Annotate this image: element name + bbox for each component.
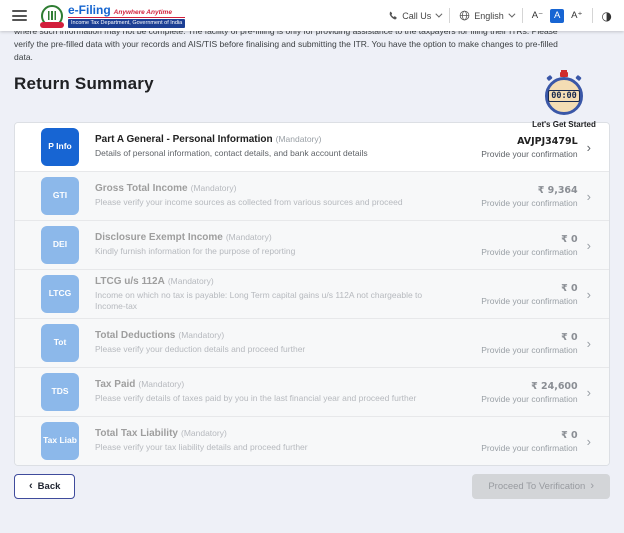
chevron-right-icon: › bbox=[590, 480, 594, 492]
main-content: where such information may not be comple… bbox=[0, 31, 624, 533]
confirmation-label: Provide your confirmation bbox=[481, 393, 578, 404]
confirmation-label: Provide your confirmation bbox=[481, 148, 578, 159]
section-row-total-tax-liability[interactable]: Tax Liab Total Tax Liability (Mandatory) … bbox=[15, 417, 609, 465]
section-description: Please verify details of taxes paid by y… bbox=[95, 393, 417, 404]
section-title: Tax Paid bbox=[95, 379, 136, 391]
section-description: Please verify your tax liability details… bbox=[95, 442, 308, 453]
section-value: ₹ 24,600 bbox=[531, 380, 578, 392]
globe-icon bbox=[459, 10, 470, 21]
phone-icon bbox=[389, 11, 397, 19]
national-emblem-icon bbox=[40, 4, 64, 28]
confirmation-label: Provide your confirmation bbox=[481, 344, 578, 355]
mandatory-label: (Mandatory) bbox=[190, 183, 237, 194]
chevron-left-icon: ‹ bbox=[29, 480, 33, 492]
section-title: Part A General - Personal Information bbox=[95, 134, 273, 146]
section-description: Income on which no tax is payable: Long … bbox=[95, 289, 423, 312]
top-header: e-Filing Anywhere Anytime Income Tax Dep… bbox=[0, 0, 624, 31]
section-row-personal-info[interactable]: P Info Part A General - Personal Informa… bbox=[15, 123, 609, 172]
timer-value: 00:00 bbox=[548, 90, 580, 102]
section-description: Please verify your deduction details and… bbox=[95, 344, 306, 355]
brand-name: e-Filing bbox=[68, 2, 111, 17]
back-button[interactable]: ‹ Back bbox=[14, 474, 76, 499]
section-row-disclosure-exempt-income[interactable]: DEI Disclosure Exempt Income (Mandatory) … bbox=[15, 221, 609, 270]
stopwatch-icon: 00:00 bbox=[545, 70, 583, 115]
chevron-right-icon: › bbox=[586, 237, 591, 253]
chevron-down-icon bbox=[508, 10, 516, 18]
section-badge: DEI bbox=[41, 226, 79, 264]
chevron-right-icon: › bbox=[586, 139, 591, 155]
timer-widget: 00:00 Let's Get Started bbox=[522, 70, 606, 129]
section-description: Details of personal information, contact… bbox=[95, 148, 368, 159]
confirmation-label: Provide your confirmation bbox=[481, 246, 578, 257]
section-description: Please verify your income sources as col… bbox=[95, 197, 403, 208]
section-row-gross-total-income[interactable]: GTI Gross Total Income (Mandatory) Please… bbox=[15, 172, 609, 221]
section-value: ₹ 0 bbox=[561, 282, 578, 294]
font-increase-button[interactable]: A⁺ bbox=[571, 10, 583, 21]
section-title: Total Tax Liability bbox=[95, 428, 178, 440]
section-badge: Tax Liab bbox=[41, 422, 79, 460]
section-value: ₹ 9,364 bbox=[537, 184, 578, 196]
mandatory-label: (Mandatory) bbox=[178, 330, 225, 341]
font-decrease-button[interactable]: A⁻ bbox=[531, 10, 544, 21]
section-title: Gross Total Income bbox=[95, 183, 188, 195]
chevron-right-icon: › bbox=[586, 335, 591, 351]
mandatory-label: (Mandatory) bbox=[167, 275, 214, 286]
section-badge: P Info bbox=[41, 128, 79, 166]
font-size-controls: A⁻ A A⁺ bbox=[531, 8, 583, 23]
confirmation-label: Provide your confirmation bbox=[481, 295, 578, 306]
section-value: ₹ 0 bbox=[561, 331, 578, 343]
divider bbox=[449, 8, 451, 23]
chevron-down-icon bbox=[435, 10, 443, 18]
section-value: ₹ 0 bbox=[561, 429, 578, 441]
section-title: Total Deductions bbox=[95, 330, 176, 342]
mandatory-label: (Mandatory) bbox=[180, 428, 227, 439]
call-us-label: Call Us bbox=[402, 10, 432, 21]
section-value: ₹ 0 bbox=[561, 233, 578, 245]
section-row-tax-paid[interactable]: TDS Tax Paid (Mandatory) Please verify de… bbox=[15, 368, 609, 417]
section-row-ltcg[interactable]: LTCG LTCG u/s 112A (Mandatory) Income on … bbox=[15, 270, 609, 319]
menu-icon[interactable] bbox=[12, 10, 27, 21]
footer-actions: ‹ Back Proceed To Verification › bbox=[14, 474, 610, 499]
call-us-dropdown[interactable]: Call Us bbox=[388, 10, 443, 21]
proceed-to-verification-button[interactable]: Proceed To Verification › bbox=[472, 474, 610, 499]
mandatory-label: (Mandatory) bbox=[138, 379, 185, 390]
section-description: Kindly furnish information for the purpo… bbox=[95, 246, 296, 257]
font-default-button[interactable]: A bbox=[550, 8, 565, 23]
section-title: LTCG u/s 112A bbox=[95, 275, 165, 287]
prefill-disclaimer-text: where such information may not be comple… bbox=[14, 31, 558, 62]
contrast-toggle-icon[interactable]: ◑ bbox=[601, 8, 612, 23]
chevron-right-icon: › bbox=[586, 188, 591, 204]
section-row-total-deductions[interactable]: Tot Total Deductions (Mandatory) Please v… bbox=[15, 319, 609, 368]
section-value: AVJPJ3479L bbox=[517, 135, 578, 147]
brand-department: Income Tax Department, Government of Ind… bbox=[68, 19, 186, 28]
section-title: Disclosure Exempt Income bbox=[95, 232, 223, 244]
language-label: English bbox=[474, 10, 504, 21]
brand-tagline: Anywhere Anytime bbox=[113, 8, 172, 16]
section-badge: Tot bbox=[41, 324, 79, 362]
mandatory-label: (Mandatory) bbox=[275, 134, 322, 145]
efiling-logo[interactable]: e-Filing Anywhere Anytime Income Tax Dep… bbox=[40, 2, 186, 28]
section-badge: LTCG bbox=[41, 275, 79, 313]
chevron-right-icon: › bbox=[586, 433, 591, 449]
return-summary-card: P Info Part A General - Personal Informa… bbox=[14, 122, 610, 466]
language-dropdown[interactable]: English bbox=[459, 10, 516, 21]
section-badge: TDS bbox=[41, 373, 79, 411]
chevron-right-icon: › bbox=[586, 384, 591, 400]
section-badge: GTI bbox=[41, 177, 79, 215]
timer-caption: Let's Get Started bbox=[532, 120, 596, 129]
page-title: Return Summary bbox=[14, 74, 154, 93]
confirmation-label: Provide your confirmation bbox=[481, 442, 578, 453]
divider bbox=[521, 8, 523, 23]
confirmation-label: Provide your confirmation bbox=[481, 197, 578, 208]
divider bbox=[591, 8, 593, 23]
chevron-right-icon: › bbox=[586, 286, 591, 302]
mandatory-label: (Mandatory) bbox=[225, 232, 272, 243]
